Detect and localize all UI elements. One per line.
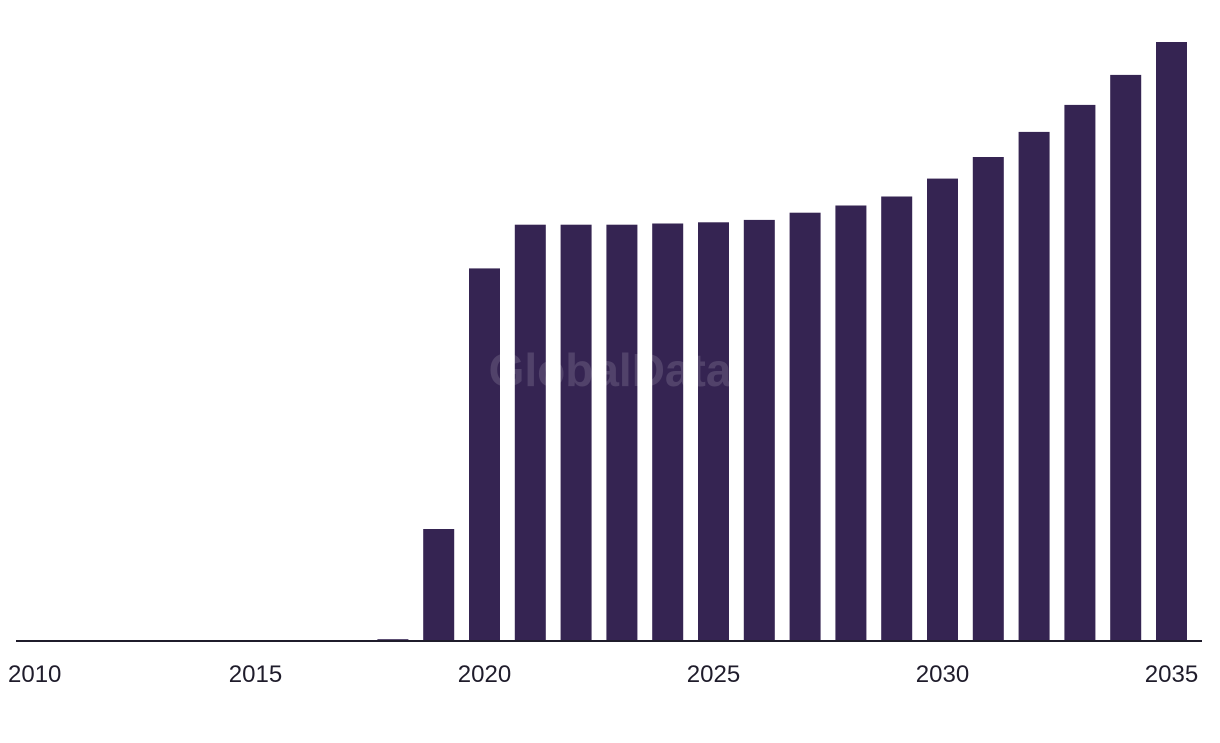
bar-series [377, 42, 1187, 642]
x-tick-label-2010: 2010 [8, 661, 61, 688]
bar-2032 [1018, 131, 1050, 641]
bar-2020 [469, 268, 500, 641]
bar-2023 [606, 224, 638, 641]
x-tick-label-2020: 2020 [458, 661, 511, 688]
bar-2025 [698, 222, 729, 642]
bar-2030 [927, 178, 958, 641]
x-tick-label-2025: 2025 [687, 661, 740, 688]
bar-2031 [972, 157, 1004, 641]
x-tick-label-2015: 2015 [229, 661, 282, 688]
bar-2028 [835, 205, 867, 641]
bar-2019 [423, 529, 455, 641]
x-tick-label-2030: 2030 [916, 661, 969, 688]
bar-2029 [881, 196, 913, 641]
bar-2034 [1110, 74, 1142, 641]
x-tick-label-2035: 2035 [1145, 661, 1198, 688]
bar-2024 [652, 223, 684, 641]
bar-2027 [789, 212, 821, 641]
watermark-text: GlobalData [489, 344, 732, 396]
bar-2035 [1156, 42, 1187, 641]
bar-2021 [514, 224, 546, 641]
bar-2026 [743, 219, 775, 641]
bar-2022 [560, 224, 592, 641]
bar-2033 [1064, 104, 1096, 641]
x-axis-tick-labels: 2010 2015 2020 2025 2030 2035 [8, 661, 1198, 688]
